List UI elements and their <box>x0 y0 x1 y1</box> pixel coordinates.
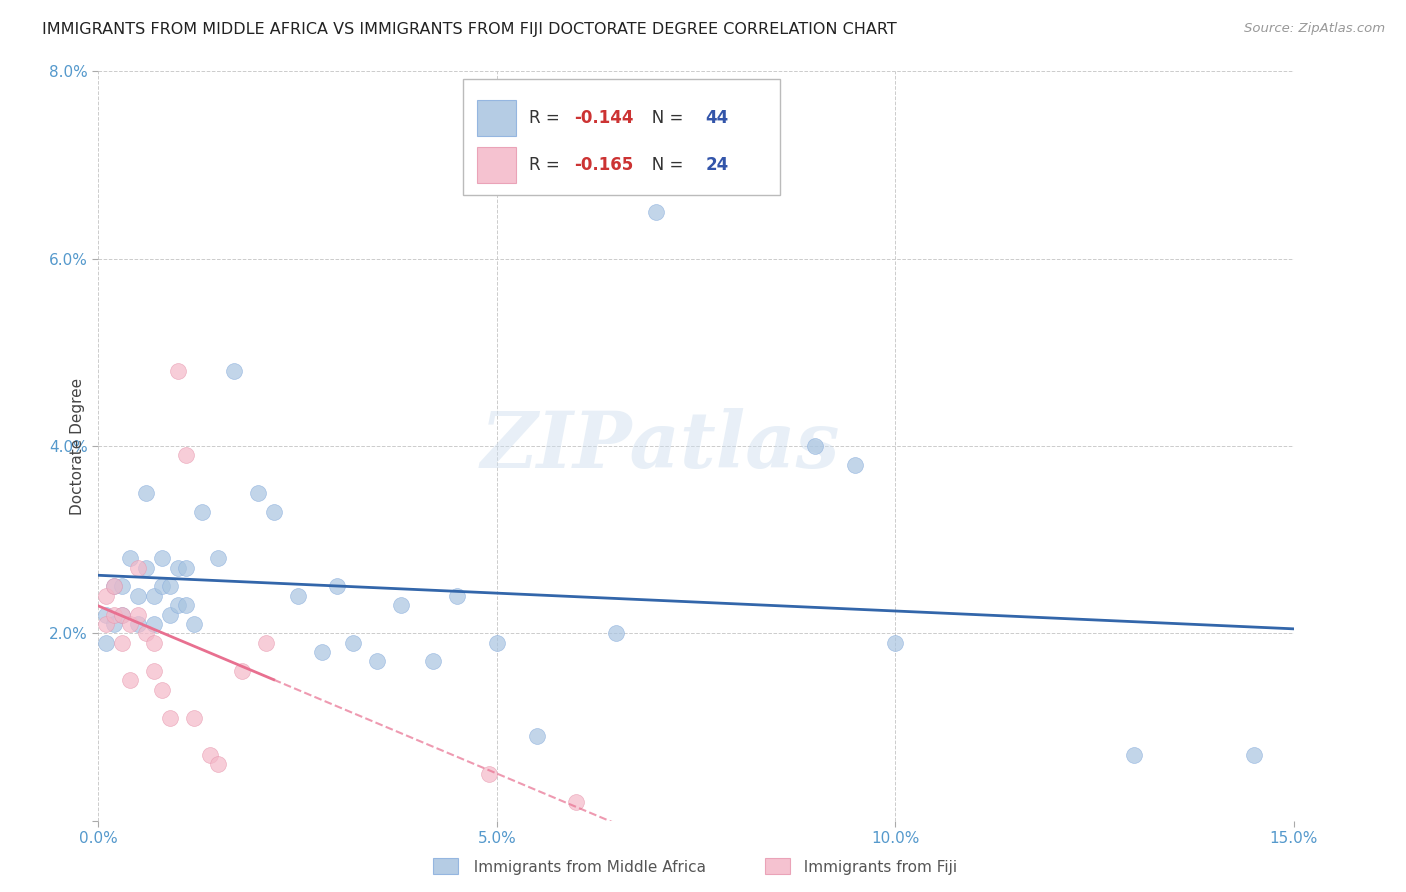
Point <box>198 747 221 762</box>
Point <box>143 617 166 632</box>
Point <box>183 617 205 632</box>
Point <box>135 561 157 575</box>
Point <box>96 589 118 603</box>
Point <box>96 635 118 649</box>
Point <box>120 673 142 688</box>
Point <box>111 607 134 622</box>
Text: Immigrants from Middle Africa: Immigrants from Middle Africa <box>464 860 706 874</box>
Point <box>103 580 125 594</box>
Point <box>263 505 285 519</box>
Point <box>159 580 181 594</box>
Point <box>174 599 197 613</box>
Point <box>222 364 245 378</box>
Text: 24: 24 <box>706 156 728 174</box>
Point <box>207 757 229 772</box>
Point <box>174 561 197 575</box>
Point <box>135 626 157 640</box>
Point <box>287 589 309 603</box>
Point <box>446 589 468 603</box>
Point <box>96 607 118 622</box>
Point <box>111 607 134 622</box>
Text: IMMIGRANTS FROM MIDDLE AFRICA VS IMMIGRANTS FROM FIJI DOCTORATE DEGREE CORRELATI: IMMIGRANTS FROM MIDDLE AFRICA VS IMMIGRA… <box>42 22 897 37</box>
Point <box>526 730 548 744</box>
Point <box>150 551 173 566</box>
Point <box>1123 747 1146 762</box>
Point <box>183 710 205 724</box>
Text: -0.144: -0.144 <box>574 109 634 127</box>
Point <box>804 439 827 453</box>
Point <box>96 617 118 632</box>
Point <box>231 664 253 678</box>
Text: N =: N = <box>636 109 689 127</box>
Point <box>111 635 134 649</box>
Point <box>127 561 149 575</box>
Point <box>103 607 125 622</box>
Point <box>485 635 508 649</box>
Text: Immigrants from Fiji: Immigrants from Fiji <box>794 860 957 874</box>
Point <box>167 599 190 613</box>
Point <box>565 795 588 809</box>
Point <box>884 635 907 649</box>
Point <box>127 589 149 603</box>
Point <box>844 458 866 472</box>
Point <box>159 607 181 622</box>
Point <box>159 710 181 724</box>
FancyBboxPatch shape <box>477 147 516 183</box>
Text: 44: 44 <box>706 109 728 127</box>
Point <box>127 617 149 632</box>
Point <box>1243 747 1265 762</box>
Point <box>366 655 388 669</box>
Point <box>605 626 627 640</box>
Point <box>120 617 142 632</box>
Point <box>111 580 134 594</box>
Y-axis label: Doctorate Degree: Doctorate Degree <box>69 377 84 515</box>
FancyBboxPatch shape <box>463 78 780 195</box>
Text: N =: N = <box>636 156 689 174</box>
Point <box>478 767 501 781</box>
Text: ZIPatlas: ZIPatlas <box>481 408 839 484</box>
Text: R =: R = <box>529 156 565 174</box>
FancyBboxPatch shape <box>433 858 458 874</box>
Point <box>645 204 668 219</box>
Point <box>127 607 149 622</box>
Point <box>174 449 197 463</box>
Point <box>135 485 157 500</box>
FancyBboxPatch shape <box>477 100 516 136</box>
Point <box>167 561 190 575</box>
Point <box>143 589 166 603</box>
Point <box>311 645 333 659</box>
Point <box>150 682 173 697</box>
Point <box>150 580 173 594</box>
Point <box>103 580 125 594</box>
Point <box>422 655 444 669</box>
Point <box>254 635 277 649</box>
Point <box>326 580 349 594</box>
Point <box>143 664 166 678</box>
Point <box>342 635 364 649</box>
Point <box>207 551 229 566</box>
Text: -0.165: -0.165 <box>574 156 633 174</box>
Point <box>389 599 412 613</box>
Point <box>143 635 166 649</box>
Point <box>167 364 190 378</box>
Point <box>246 485 269 500</box>
Text: R =: R = <box>529 109 565 127</box>
FancyBboxPatch shape <box>765 858 790 874</box>
Text: Source: ZipAtlas.com: Source: ZipAtlas.com <box>1244 22 1385 36</box>
Point <box>191 505 214 519</box>
Point <box>120 551 142 566</box>
Point <box>103 617 125 632</box>
